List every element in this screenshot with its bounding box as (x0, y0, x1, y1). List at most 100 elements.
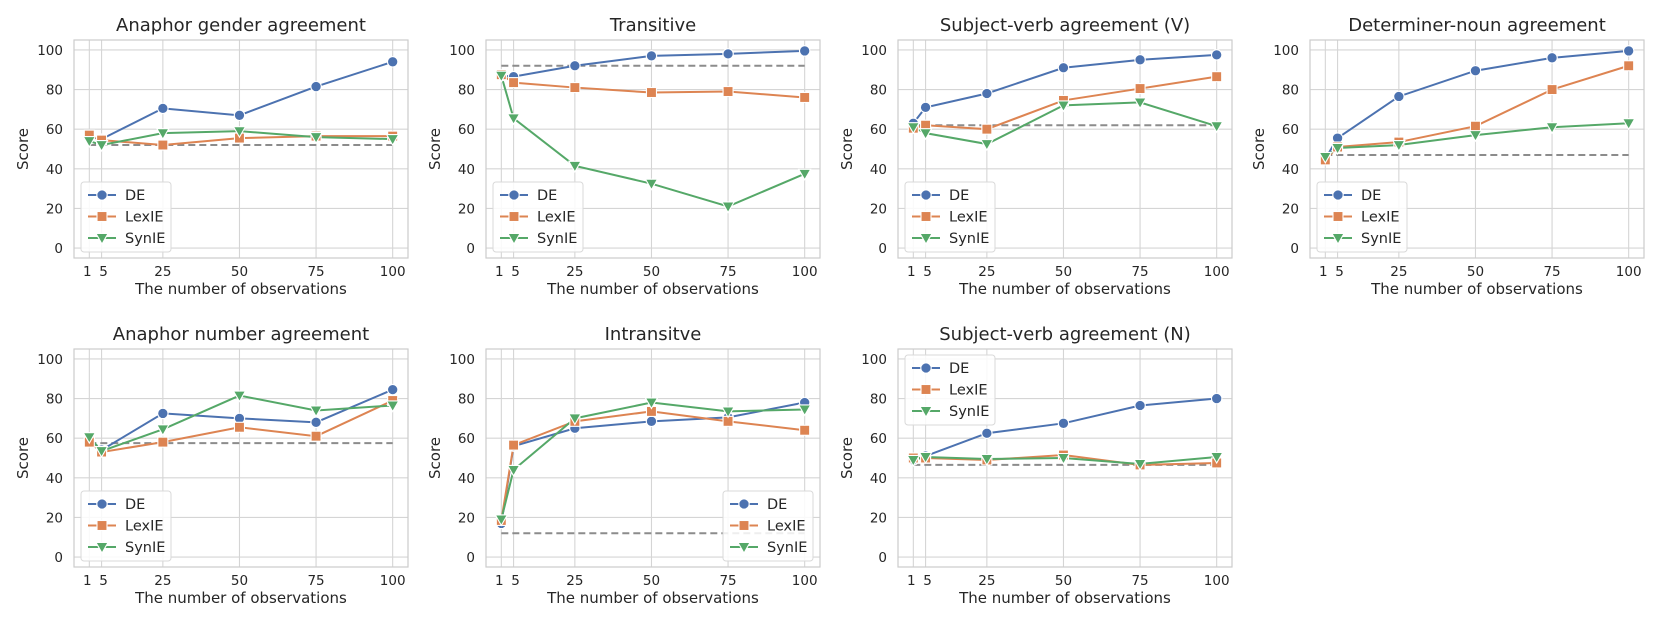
legend-marker-lexie (738, 519, 750, 532)
data-point-de (798, 45, 811, 57)
legend-label-synie: SynIE (949, 231, 989, 247)
legend: DE LexIE SynIE (904, 181, 996, 253)
y-axis-label: Score (426, 128, 444, 170)
y-tick-label: 20 (458, 510, 475, 526)
data-point-de (569, 60, 581, 72)
y-tick-label: 0 (54, 241, 63, 257)
data-point-de (1134, 54, 1146, 66)
data-point-de (919, 101, 932, 114)
data-point-de (722, 48, 734, 60)
x-tick-label: 75 (1131, 264, 1148, 280)
data-point-synie (721, 201, 736, 214)
x-tick-label: 25 (566, 264, 583, 280)
x-tick-label: 1 (83, 264, 92, 280)
data-point-synie (918, 128, 933, 141)
subplot-1: 0 20 40 60 80 100 1 5 25 50 75 100 Anaphor gender ag… (14, 15, 409, 298)
y-tick-label: 80 (870, 83, 887, 99)
legend-label-synie: SynIE (125, 231, 165, 247)
legend-marker-synie (1331, 232, 1345, 246)
data-point-synie (232, 390, 247, 403)
y-tick-label: 0 (1290, 241, 1299, 257)
y-tick-label: 80 (1282, 83, 1299, 99)
data-point-synie (918, 451, 933, 465)
data-point-synie (94, 139, 109, 153)
subplot-6: 0 20 40 60 80 100 1 5 25 50 75 100 Intransitve The nu… (426, 324, 821, 607)
subplot-5: 0 20 40 60 80 100 1 5 25 50 75 100 Anaphor number ag… (14, 324, 409, 607)
subplot-2: 0 20 40 60 80 100 1 5 25 50 75 100 Transitive The num… (426, 15, 821, 298)
data-point-lexie (310, 430, 322, 442)
plot-frame (73, 348, 409, 568)
x-axis-label: The number of observations (546, 280, 759, 298)
legend-marker-lexie (920, 210, 932, 223)
legend-marker-de (96, 498, 108, 510)
y-tick-label: 0 (878, 241, 887, 257)
data-point-de (1393, 90, 1405, 103)
legend: DE LexIE SynIE (80, 181, 172, 253)
data-point-synie (979, 453, 994, 467)
x-tick-label: 100 (792, 264, 818, 280)
x-axis-label: The number of observations (134, 589, 347, 607)
y-tick-label: 0 (466, 241, 475, 257)
data-point-synie (797, 168, 812, 181)
subplot-title: Determiner-noun agreement (1348, 15, 1606, 36)
y-tick-label: 20 (870, 201, 887, 217)
data-point-lexie (1211, 71, 1223, 83)
x-axis-label: The number of observations (1370, 280, 1583, 298)
y-tick-label: 40 (46, 471, 63, 487)
data-point-de (1622, 45, 1635, 57)
data-point-synie (567, 413, 582, 426)
data-point-lexie (722, 85, 734, 98)
plot-frame (1309, 39, 1645, 259)
x-tick-label: 50 (1055, 264, 1072, 280)
y-axis-label: Score (1250, 128, 1268, 170)
data-point-synie (309, 132, 324, 145)
data-point-synie (1468, 130, 1483, 143)
x-tick-label: 50 (1055, 573, 1072, 589)
data-point-synie (644, 397, 659, 410)
y-tick-label: 60 (46, 431, 63, 447)
x-tick-label: 75 (1543, 264, 1560, 280)
subplot-title: Anaphor number agreement (113, 324, 369, 345)
data-point-synie (82, 432, 97, 445)
data-point-synie (906, 122, 921, 135)
legend-marker-de (96, 189, 108, 201)
x-tick-label: 1 (907, 264, 916, 280)
y-axis-label: Score (426, 437, 444, 479)
series-line-synie (500, 401, 805, 520)
data-point-de (386, 56, 399, 68)
x-tick-label: 75 (719, 264, 736, 280)
data-point-lexie (233, 421, 246, 433)
x-tick-label: 1 (1319, 264, 1328, 280)
y-tick-label: 0 (54, 550, 63, 566)
subplot-7: 0 20 40 60 80 100 1 5 25 50 75 100 Subject-verb agre… (838, 324, 1233, 607)
data-point-synie (1391, 139, 1406, 153)
y-tick-label: 40 (1282, 162, 1299, 178)
y-tick-label: 60 (870, 122, 887, 138)
data-point-lexie (508, 77, 520, 89)
data-point-synie (1545, 122, 1560, 135)
x-tick-label: 25 (154, 264, 171, 280)
x-tick-label: 50 (231, 573, 248, 589)
y-tick-label: 80 (870, 392, 887, 408)
x-tick-label: 25 (978, 573, 995, 589)
legend-marker-synie (737, 541, 751, 555)
x-tick-label: 5 (511, 264, 520, 280)
data-point-synie (1133, 458, 1148, 472)
series-line-synie (500, 75, 806, 208)
legend-marker-lexie (96, 210, 108, 223)
data-point-synie (1209, 121, 1224, 134)
y-tick-label: 40 (46, 162, 63, 178)
data-point-synie (1318, 151, 1333, 165)
plot-frame (73, 39, 409, 259)
legend: DE LexIE SynIE (1316, 181, 1408, 253)
legend-label-de: DE (125, 188, 145, 204)
legend-marker-de (920, 189, 932, 201)
data-point-de (157, 407, 169, 420)
y-tick-label: 40 (458, 471, 475, 487)
x-tick-label: 100 (1204, 573, 1230, 589)
series-line-lexie (500, 410, 805, 521)
data-point-lexie (569, 82, 581, 94)
data-point-de (1546, 52, 1558, 64)
data-point-synie (309, 405, 324, 418)
